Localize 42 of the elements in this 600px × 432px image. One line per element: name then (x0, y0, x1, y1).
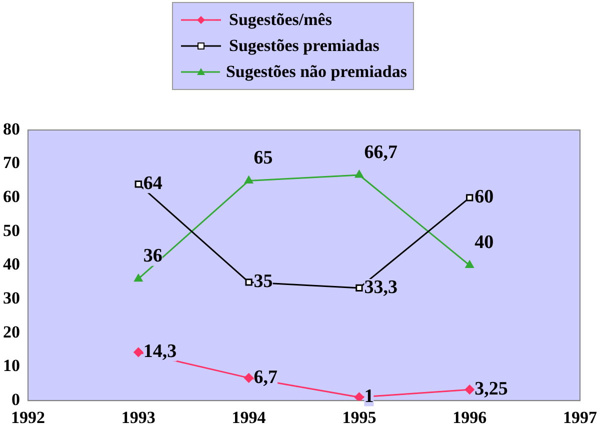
y-tick-label: 20 (3, 322, 20, 342)
x-tick-label: 1992 (11, 408, 45, 428)
point (244, 176, 254, 184)
x-tick-label: 1994 (232, 408, 266, 428)
data-label: 14,3 (143, 341, 177, 362)
data-label: 3,25 (474, 378, 508, 400)
point (244, 373, 254, 383)
data-label: 65 (254, 148, 273, 169)
x-tick-label: 1996 (452, 408, 487, 428)
legend-label: Sugestões/mês (229, 9, 332, 31)
point (134, 274, 143, 282)
data-label: 36 (143, 246, 162, 267)
x-tick-label: 1993 (121, 408, 156, 428)
legend-label: Sugestões não premiadas (226, 61, 407, 83)
point (134, 347, 144, 357)
point (464, 384, 474, 394)
data-label: 66,7 (364, 142, 398, 163)
point (354, 392, 364, 401)
point (356, 284, 363, 292)
y-tick-label: 80 (3, 119, 20, 138)
data-label: 33,3 (364, 276, 398, 298)
y-tick-label: 10 (3, 356, 20, 376)
x-tick-label: 1995 (342, 408, 376, 428)
y-tick-label: 70 (3, 153, 20, 172)
data-label: 40 (474, 232, 494, 254)
data-label: 35 (254, 271, 273, 292)
legend-label: Sugestões premiadas (229, 35, 380, 57)
data-label: 64 (143, 173, 163, 194)
data-label: 6,7 (254, 366, 278, 388)
point (466, 194, 474, 202)
data-label: 60 (474, 186, 494, 208)
x-tick-label: 1997 (563, 408, 598, 428)
point (465, 260, 474, 268)
y-tick-label: 40 (3, 254, 20, 274)
y-tick-label: 50 (3, 220, 20, 240)
data-label: 1 (364, 386, 374, 408)
y-tick-label: 30 (3, 288, 20, 308)
point (134, 180, 142, 188)
point (354, 170, 364, 178)
point (245, 278, 252, 286)
y-tick-label: 0 (12, 390, 20, 409)
y-tick-label: 60 (3, 187, 20, 206)
